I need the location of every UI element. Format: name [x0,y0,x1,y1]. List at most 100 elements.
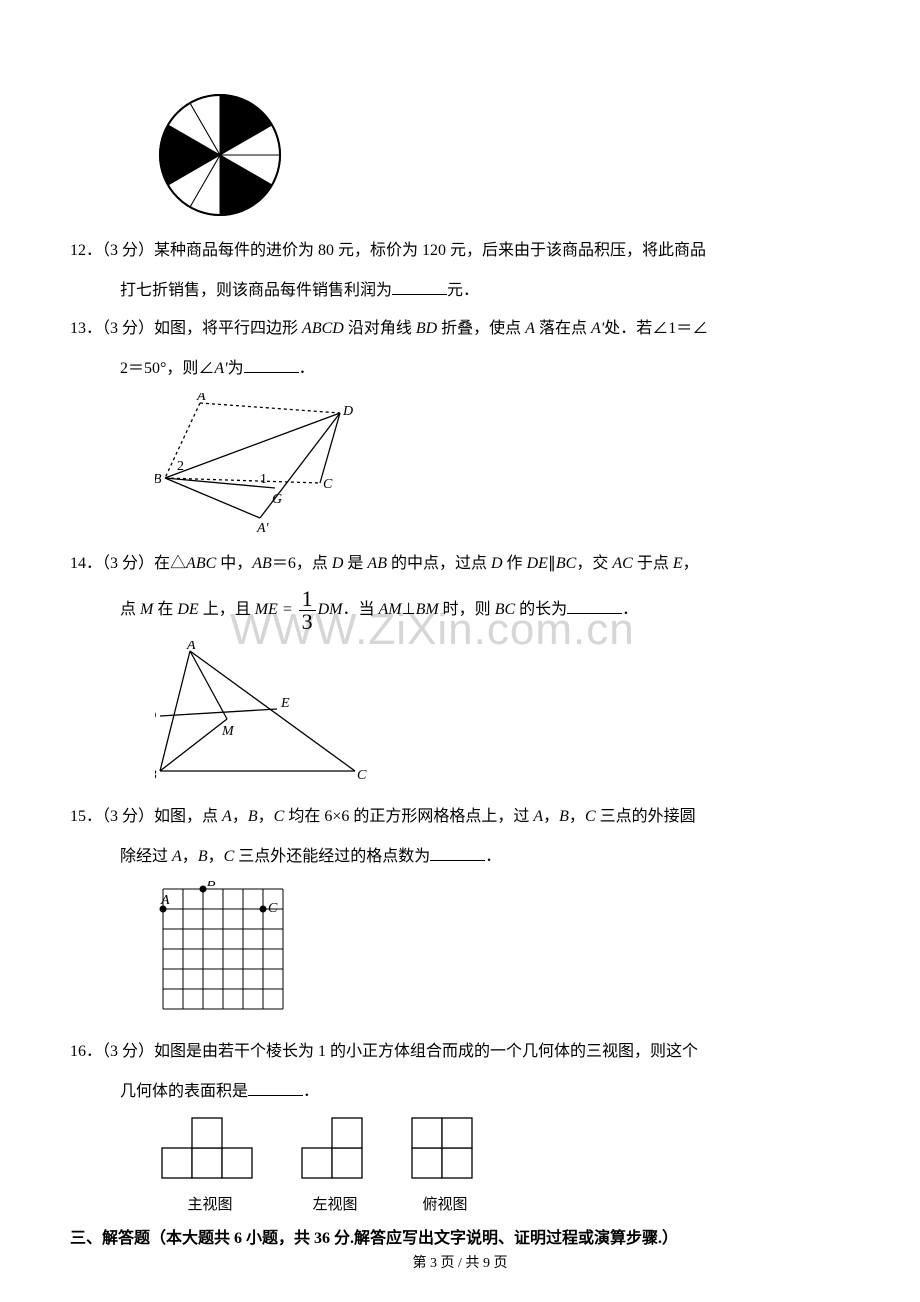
q15-c-2: C [585,808,596,825]
q15-c: C [274,808,285,825]
question-16: 16．（3 分）如图是由若干个棱长为 1 的小正方体组合而成的一个几何体的三视图… [70,1036,850,1068]
q14-bc: BC [556,555,576,572]
q13-a: A [525,320,535,337]
q14-de2: DE [177,601,198,618]
q15-text-a: 如图，点 [154,808,222,825]
q12-text-c: 元． [447,282,479,299]
q14-abc: ABC [186,555,216,572]
question-14: 14．（3 分）在△ABC 中，AB＝6，点 D 是 AB 的中点，过点 D 作… [70,548,850,580]
q15-figure: ABC [155,881,850,1026]
q14-frac-bot: 3 [299,611,316,633]
q15-b3: B [198,848,208,865]
q15-a3: A [172,848,182,865]
q14-text-h: 于点 [633,555,673,572]
q14-ac: AC [612,555,632,572]
q13-blank [244,357,299,373]
q12-text-b: 打七折销售，则该商品每件销售利润为 [120,282,392,299]
q16-views: 主视图 左视图 俯视图 [160,1116,850,1214]
q14-blank [567,598,622,614]
left-caption: 左视图 [300,1193,370,1214]
q16-points: （3 分） [102,1043,154,1060]
q16-blank [248,1080,303,1096]
q12-points: （3 分） [102,242,154,259]
q14-line2: 点 M 在 DE 上，且 ME = 13DM．当 AM⊥BM 时，则 BC 的长… [70,588,850,633]
svg-text:A: A [186,641,196,653]
q14-text-e: 的中点，过点 [387,555,491,572]
q15-c3l: C [224,848,235,865]
q14-line2-b: 在 [153,601,177,618]
q16-line2-b: ． [303,1083,319,1100]
q15-svg: ABC [155,881,295,1021]
q13-text-d: 落在点 [535,320,591,337]
q14-text-g: ，交 [576,555,612,572]
q13-line2-a: 2＝50°，则∠ [120,360,214,377]
q14-line2-d: ．当 [343,601,379,618]
left-view-svg [300,1116,370,1186]
q14-bm: BM [416,601,439,618]
q13-bd: BD [416,320,437,337]
q13-abcd: ABCD [302,320,344,337]
q15-number: 15． [70,808,102,825]
q13-text-a: 如图，将平行四边形 [154,320,302,337]
q14-line2-c: 上，且 [199,601,255,618]
spinner-figure [155,90,850,225]
q13-svg: ADBCGA'12 [155,393,365,533]
question-15: 15．（3 分）如图，点 A，B，C 均在 6×6 的正方形网格格点上，过 A，… [70,801,850,833]
q14-am: AM [379,601,402,618]
q15-text-c: 三点的外接圆 [596,808,696,825]
q14-d2: D [491,555,503,572]
q15-c4: ， [569,808,585,825]
q14-svg: ADMEBC [155,641,370,786]
q14-de: DE [527,555,548,572]
q14-line2-g: ． [622,601,638,618]
question-13: 13．（3 分）如图，将平行四边形 ABCD 沿对角线 BD 折叠，使点 A 落… [70,313,850,345]
question-12: 12．（3 分）某种商品每件的进价为 80 元，标价为 120 元，后来由于该商… [70,235,850,267]
top-view-svg [410,1116,480,1186]
front-caption: 主视图 [160,1193,260,1214]
q14-number: 14． [70,555,102,572]
q15-b2: B [559,808,569,825]
q14-d: D [332,555,344,572]
q15-a2: A [533,808,543,825]
q16-front-view: 主视图 [160,1116,260,1214]
q15-c1: ， [232,808,248,825]
svg-text:B: B [155,768,157,783]
svg-text:A: A [196,393,206,404]
svg-text:D: D [155,709,156,724]
q14-line2-e: 时，则 [439,601,495,618]
q14-par: ∥ [548,555,556,572]
q13-text-e: 处．若∠1＝∠ [604,320,708,337]
svg-text:E: E [280,696,290,711]
q15-a: A [222,808,232,825]
svg-text:C: C [323,477,333,492]
svg-text:2: 2 [177,459,184,474]
q13-aprime: A' [591,320,604,337]
q14-ab2: AB [367,555,387,572]
q15-line2-b: 三点外还能经过的格点数为 [234,848,430,865]
q13-points: （3 分） [102,320,154,337]
q14-perp: ⊥ [402,601,416,618]
q16-text-a: 如图是由若干个棱长为 1 的小正方体组合而成的一个几何体的三视图，则这个 [154,1043,698,1060]
q16-number: 16． [70,1043,102,1060]
q16-left-view: 左视图 [300,1116,370,1214]
q14-text-a: 在△ [154,555,186,572]
q12-line2: 打七折销售，则该商品每件销售利润为 元． [70,275,850,307]
q12-blank [392,279,447,295]
svg-text:D: D [342,404,353,419]
q15-points: （3 分） [102,808,154,825]
q13-line2-c: 为 [228,360,244,377]
q14-line2-f: 的长为 [515,601,567,618]
q15-c2: ， [258,808,274,825]
q15-c5: ， [182,848,198,865]
q14-figure: ADMEBC [155,641,850,791]
q13-text-b: 沿对角线 [344,320,416,337]
q15-blank [430,845,485,861]
q15-line2-c: ． [485,848,501,865]
q15-b: B [248,808,258,825]
front-view-svg [160,1116,260,1186]
svg-text:C: C [268,901,278,916]
q14-e: E [673,555,683,572]
q14-m: M [140,601,153,618]
q14-frac: 13 [299,588,316,633]
q14-points: （3 分） [102,555,154,572]
